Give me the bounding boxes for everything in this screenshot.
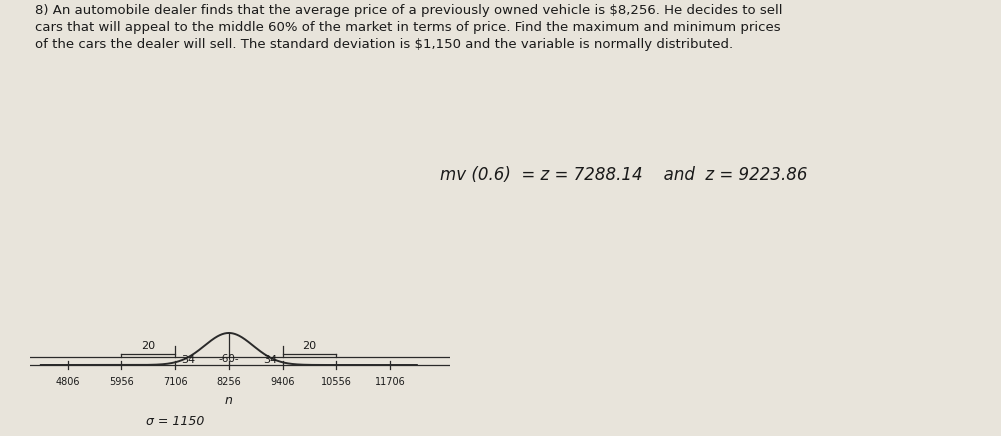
Text: 11706: 11706 bbox=[374, 378, 405, 388]
Text: 20: 20 bbox=[302, 341, 316, 351]
Text: 10556: 10556 bbox=[321, 378, 351, 388]
Text: 8256: 8256 bbox=[216, 378, 241, 388]
Text: -60-: -60- bbox=[218, 354, 239, 364]
Text: mv (0.6)  = z = 7288.14    and  z = 9223.86: mv (0.6) = z = 7288.14 and z = 9223.86 bbox=[440, 166, 808, 184]
Text: 20: 20 bbox=[141, 341, 155, 351]
Text: 5956: 5956 bbox=[109, 378, 134, 388]
Text: 34: 34 bbox=[181, 355, 195, 365]
Text: n: n bbox=[225, 394, 233, 407]
Text: 4806: 4806 bbox=[55, 378, 80, 388]
Text: 7106: 7106 bbox=[163, 378, 187, 388]
Text: σ = 1150: σ = 1150 bbox=[146, 415, 204, 428]
Text: 9406: 9406 bbox=[270, 378, 295, 388]
Text: 34: 34 bbox=[263, 355, 277, 365]
Text: 8) An automobile dealer finds that the average price of a previously owned vehic: 8) An automobile dealer finds that the a… bbox=[35, 4, 783, 51]
